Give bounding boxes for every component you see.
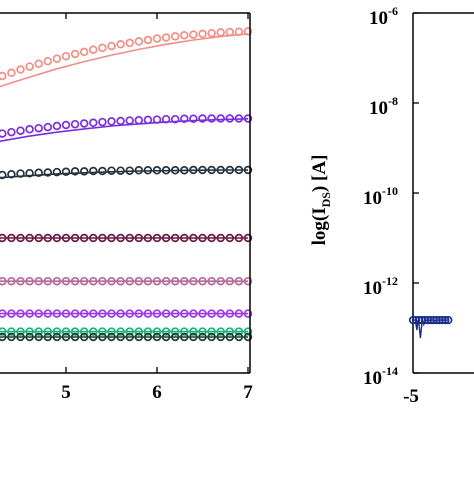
data-marker bbox=[81, 120, 88, 127]
data-marker bbox=[226, 29, 233, 36]
data-marker bbox=[117, 41, 124, 48]
left-series-2 bbox=[0, 115, 251, 152]
data-marker bbox=[208, 115, 215, 122]
data-marker bbox=[126, 40, 133, 47]
data-marker bbox=[99, 168, 106, 175]
data-marker bbox=[44, 124, 51, 131]
data-marker bbox=[108, 167, 115, 174]
data-marker bbox=[172, 33, 179, 40]
left-series-8 bbox=[0, 334, 251, 341]
left-xtick-label: 7 bbox=[243, 382, 253, 403]
data-marker bbox=[81, 49, 88, 56]
left-panel: 5 6 7 bbox=[0, 13, 253, 403]
data-marker bbox=[35, 60, 42, 67]
data-marker bbox=[217, 115, 224, 122]
right-series-1 bbox=[410, 317, 452, 338]
data-marker bbox=[8, 69, 15, 76]
data-marker bbox=[44, 58, 51, 65]
data-marker bbox=[54, 123, 61, 130]
data-marker bbox=[26, 126, 33, 133]
left-series-layer bbox=[0, 28, 251, 340]
data-marker bbox=[63, 122, 70, 129]
data-marker bbox=[17, 66, 24, 73]
data-marker bbox=[26, 63, 33, 70]
right-series-layer bbox=[410, 317, 452, 338]
data-marker bbox=[154, 35, 161, 42]
left-series-3 bbox=[0, 167, 251, 184]
right-ytick-label: 10-10 bbox=[363, 184, 398, 209]
data-marker bbox=[99, 119, 106, 126]
data-marker bbox=[0, 73, 6, 80]
left-series-5 bbox=[0, 278, 251, 285]
data-marker bbox=[163, 34, 170, 41]
data-marker bbox=[99, 45, 106, 52]
data-marker bbox=[126, 117, 133, 124]
data-marker bbox=[190, 31, 197, 38]
data-marker bbox=[181, 32, 188, 39]
right-ytick-label: 10-12 bbox=[363, 274, 398, 299]
right-ytick-label: 10-6 bbox=[369, 4, 398, 29]
fit-line bbox=[0, 119, 248, 152]
data-marker bbox=[63, 53, 70, 60]
data-marker bbox=[199, 31, 206, 38]
left-series-4 bbox=[0, 235, 251, 242]
left-series-1 bbox=[0, 28, 251, 107]
data-marker bbox=[135, 38, 142, 45]
data-marker bbox=[108, 43, 115, 50]
data-marker bbox=[90, 168, 97, 175]
data-marker bbox=[8, 129, 15, 136]
data-marker bbox=[0, 130, 6, 137]
data-marker bbox=[208, 30, 215, 37]
data-marker bbox=[145, 37, 152, 44]
right-ylabel: log(IDS) [A] bbox=[309, 155, 333, 246]
data-marker bbox=[145, 117, 152, 124]
data-marker bbox=[81, 168, 88, 175]
data-marker bbox=[72, 51, 79, 58]
data-marker bbox=[217, 29, 224, 36]
data-marker bbox=[54, 55, 61, 62]
data-marker bbox=[117, 118, 124, 125]
data-marker bbox=[90, 119, 97, 126]
left-xtick-label: 6 bbox=[152, 382, 162, 403]
right-panel: 10-6 10-8 10-10 10-12 10-14 -5 log(IDS) … bbox=[309, 4, 474, 407]
left-series-6 bbox=[0, 310, 251, 317]
data-marker bbox=[135, 117, 142, 124]
data-marker bbox=[72, 121, 79, 128]
right-ytick-label: 10-14 bbox=[363, 364, 398, 389]
left-ticks bbox=[66, 13, 248, 373]
right-ytick-label: 10-8 bbox=[369, 94, 398, 119]
data-marker bbox=[108, 118, 115, 125]
data-marker bbox=[35, 125, 42, 132]
left-xtick-label: 5 bbox=[61, 382, 71, 403]
data-marker bbox=[17, 127, 24, 134]
right-xtick-label: -5 bbox=[403, 386, 419, 407]
data-marker bbox=[90, 46, 97, 53]
